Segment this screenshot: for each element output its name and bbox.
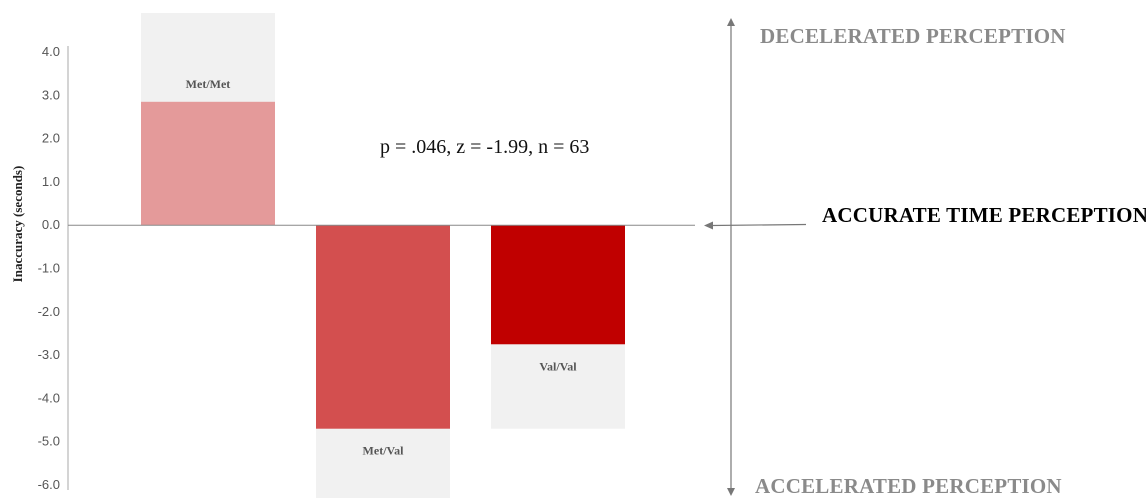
- bar-met-met: [141, 101, 275, 226]
- y-tick-label: 3.0: [42, 87, 60, 102]
- y-tick-label: 4.0: [42, 44, 60, 59]
- y-tick-label: -3.0: [38, 347, 60, 362]
- y-tick-label: 2.0: [42, 131, 60, 146]
- decelerated-perception-label: DECELERATED PERCEPTION: [760, 24, 1066, 48]
- y-tick-label: -4.0: [38, 390, 60, 405]
- y-tick-label: 1.0: [42, 174, 60, 189]
- arrow-down-icon: [727, 488, 735, 496]
- y-tick-labels: 4.0 3.0 2.0 1.0 0.0 -1.0 -2.0 -3.0 -4.0 -5.0 -6.0: [38, 44, 60, 492]
- arrow-left-icon: [704, 221, 713, 230]
- y-tick-label: 0.0: [42, 217, 60, 232]
- bar-label: Met/Val: [363, 444, 405, 458]
- bar-label: Val/Val: [539, 359, 577, 373]
- stats-annotation: p = .046, z = -1.99, n = 63: [380, 136, 589, 158]
- y-axis-label: Inaccuracy (seconds): [10, 166, 25, 283]
- horizontal-arrow-line: [711, 223, 807, 227]
- bar-label: Met/Met: [186, 77, 231, 91]
- perception-arrows: [704, 18, 807, 496]
- y-tick-label: -6.0: [38, 477, 60, 492]
- bar-val-val: [491, 225, 625, 345]
- accelerated-perception-label: ACCELERATED PERCEPTION: [755, 474, 1062, 498]
- y-tick-label: -1.0: [38, 261, 60, 276]
- bar-labels: Met/Met Met/Val Val/Val: [186, 77, 578, 458]
- y-tick-label: -2.0: [38, 304, 60, 319]
- bar-met-val: [316, 225, 450, 429]
- arrow-up-icon: [727, 18, 735, 26]
- accurate-time-perception-label: ACCURATE TIME PERCEPTION: [822, 203, 1146, 227]
- data-bars: [141, 101, 625, 429]
- axes: [67, 46, 695, 490]
- y-tick-label: -5.0: [38, 434, 60, 449]
